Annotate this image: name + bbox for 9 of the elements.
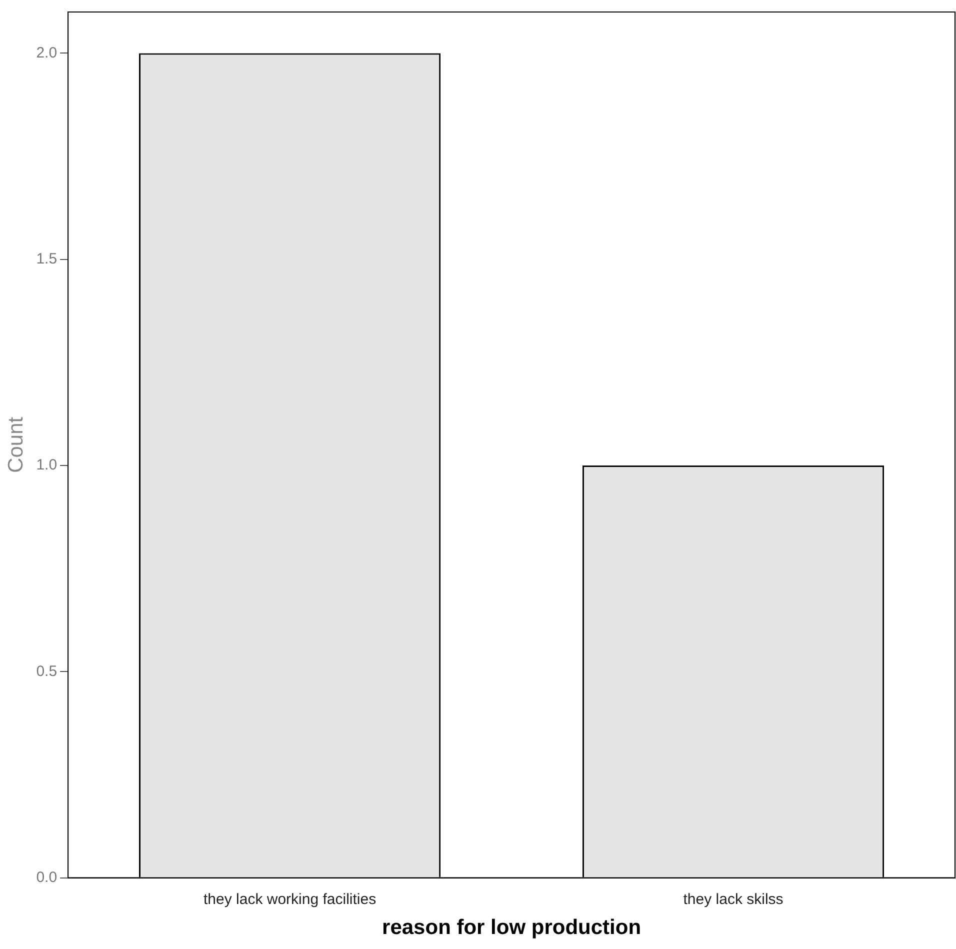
y-axis-title: Count: [4, 416, 28, 473]
y-tick-label: 2.0: [36, 44, 58, 62]
x-tick-label: they lack skilss: [683, 890, 784, 908]
y-tick-label: 0.0: [36, 868, 58, 886]
y-tick-label: 1.5: [36, 250, 58, 268]
y-tick-label: 1.0: [36, 456, 58, 474]
y-tick-label: 0.5: [36, 662, 58, 680]
x-tick-label: they lack working facilities: [204, 890, 376, 908]
x-axis-title: reason for low production: [382, 916, 642, 940]
